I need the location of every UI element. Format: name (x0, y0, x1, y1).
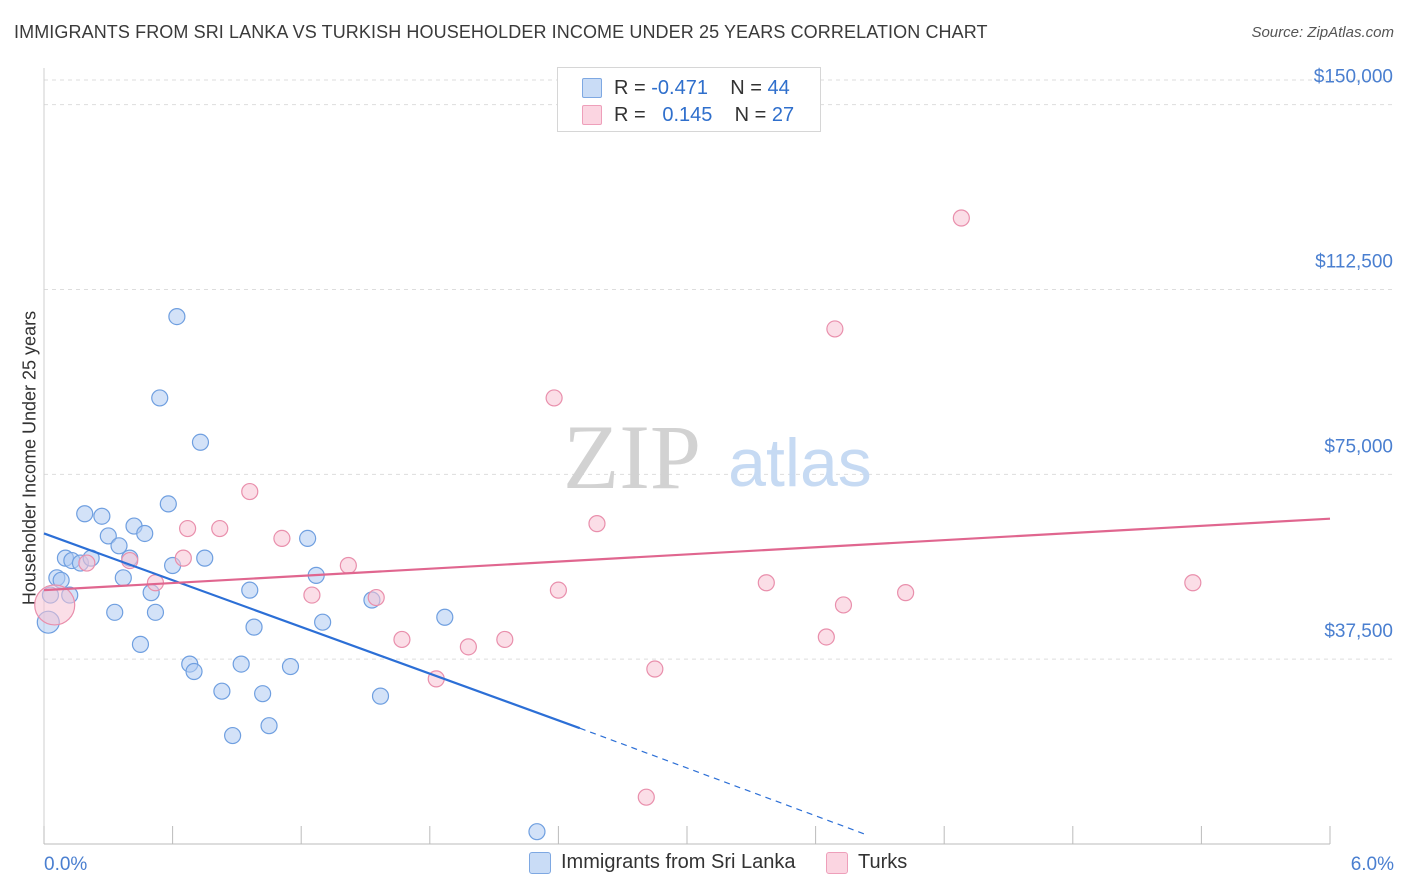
sri-lanka-point (168, 307, 186, 326)
turks-point (897, 584, 915, 602)
turks-point (393, 630, 411, 649)
turks-point (34, 584, 76, 626)
legend-r-label: R = (614, 103, 646, 126)
sri-lanka-point (196, 549, 214, 567)
sri-lanka-trend-line (43, 532, 581, 730)
turks-point (241, 482, 259, 501)
x-tick-label: 0.0% (44, 854, 87, 875)
legend-row-turks: R = 0.145 N = 27 (558, 101, 794, 129)
turks-point (496, 630, 514, 649)
sri-lanka-point (99, 527, 117, 545)
legend-n-label: N = (730, 76, 762, 99)
sri-lanka-point (76, 505, 94, 523)
sri-lanka-point (191, 433, 210, 451)
grid-lines (44, 79, 1394, 660)
series-legend: Immigrants from Sri Lanka Turks (0, 851, 1406, 879)
sri-lanka-point (110, 537, 128, 555)
sri-lanka-point (260, 717, 278, 735)
turks-point (834, 596, 853, 614)
legend-item-turks: Turks (826, 851, 907, 874)
sri-lanka-point (114, 569, 132, 587)
legend-n-value: 44 (767, 76, 790, 99)
legend-swatch-pink (826, 851, 848, 874)
series-sri-lanka-points (36, 307, 546, 841)
turks-point (179, 519, 197, 538)
x-tick-labels: 0.0% 6.0% (44, 854, 1394, 875)
y-tick-label: $75,000 (1324, 436, 1393, 457)
sri-lanka-point (224, 726, 242, 745)
chart-title: IMMIGRANTS FROM SRI LANKA VS TURKISH HOU… (14, 22, 988, 42)
turks-point (339, 556, 357, 575)
y-tick-label: $37,500 (1324, 621, 1393, 642)
legend-r-value: 0.145 (662, 103, 713, 126)
sri-lanka-point (314, 613, 332, 631)
trend-lines (43, 517, 1331, 835)
sri-lanka-point (436, 608, 454, 626)
sri-lanka-point (528, 823, 546, 841)
sri-lanka-point (299, 529, 317, 548)
turks-point (646, 660, 664, 678)
y-tick-label: $112,500 (1315, 251, 1393, 272)
sri-lanka-point (106, 603, 124, 621)
y-tick-labels: $37,500 $75,000 $112,500 $150,000 (1314, 67, 1393, 643)
sri-lanka-point (213, 682, 231, 700)
x-tick-label: 6.0% (1351, 854, 1394, 875)
y-tick-label: $150,000 (1314, 67, 1393, 88)
turks-point (817, 628, 835, 646)
turks-point (367, 588, 385, 607)
legend-n-label: N = (734, 103, 767, 126)
sri-lanka-point (131, 635, 150, 653)
sri-lanka-point (151, 389, 169, 407)
turks-point (545, 389, 563, 407)
turks-point (459, 638, 477, 656)
watermark-atlas: atlas (728, 425, 872, 501)
sri-lanka-point (146, 603, 165, 621)
turks-point (757, 574, 775, 592)
turks-point (1184, 574, 1202, 592)
legend-swatch-blue (529, 851, 551, 874)
legend-r-value: -0.471 (651, 76, 708, 99)
turks-point (174, 549, 192, 567)
sri-lanka-point (241, 581, 259, 599)
turks-point (826, 320, 844, 338)
correlation-legend: R = -0.471 N = 44 R = 0.145 N = 27 (557, 67, 821, 132)
sri-lanka-point (232, 655, 250, 673)
legend-r-label: R = (614, 76, 646, 99)
sri-lanka-point (136, 524, 154, 543)
watermark-zip: ZIP (563, 406, 701, 508)
x-axis (43, 68, 1331, 845)
legend-swatch-pink (582, 105, 602, 125)
sri-lanka-point (281, 657, 300, 676)
legend-label-sri-lanka: Immigrants from Sri Lanka (561, 851, 796, 873)
sri-lanka-point (371, 687, 390, 705)
series-turks-points (34, 209, 1202, 806)
turks-point (78, 554, 96, 572)
turks-point (637, 788, 655, 806)
turks-point (303, 586, 321, 604)
turks-point (952, 209, 970, 227)
sri-lanka-point (159, 495, 177, 513)
turks-point (273, 529, 291, 548)
sri-lanka-point (93, 507, 111, 525)
turks-point (549, 581, 568, 599)
sri-lanka-point (245, 618, 263, 636)
turks-point (211, 519, 229, 538)
legend-row-sri-lanka: R = -0.471 N = 44 (558, 74, 790, 102)
legend-swatch-blue (582, 78, 602, 98)
sri-lanka-point (185, 662, 203, 681)
legend-label-turks: Turks (858, 851, 908, 873)
sri-lanka-trend-extension (579, 727, 866, 835)
legend-item-sri-lanka: Immigrants from Sri Lanka (529, 851, 796, 874)
turks-point (588, 515, 606, 533)
turks-trend-line (43, 517, 1331, 592)
sri-lanka-point (254, 685, 272, 703)
legend-n-value: 27 (771, 103, 795, 126)
source-credit: Source: ZipAtlas.com (1251, 24, 1394, 41)
